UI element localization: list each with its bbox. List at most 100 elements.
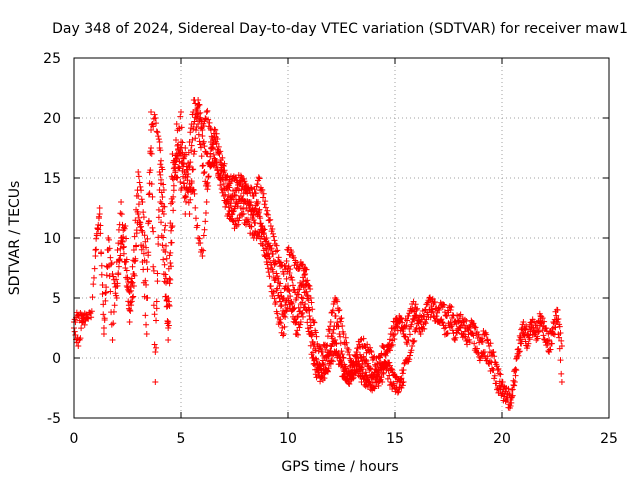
data-point	[325, 365, 332, 372]
data-point	[357, 337, 364, 343]
data-point	[285, 263, 292, 270]
data-point	[115, 271, 122, 278]
data-point	[185, 149, 192, 156]
data-point	[531, 329, 538, 336]
data-point	[311, 319, 318, 326]
data-point	[226, 184, 233, 191]
data-point	[114, 246, 121, 253]
data-point	[160, 256, 167, 263]
data-point	[375, 382, 382, 389]
data-point	[372, 376, 379, 383]
data-point	[200, 170, 207, 177]
data-point	[129, 263, 136, 270]
data-point	[411, 337, 418, 344]
data-point	[294, 331, 301, 338]
data-point	[386, 372, 393, 379]
data-point	[93, 235, 100, 242]
data-point	[95, 215, 102, 222]
data-point	[522, 327, 529, 334]
data-point	[296, 324, 303, 331]
data-point	[180, 173, 187, 180]
data-point	[191, 190, 198, 197]
data-point	[220, 193, 227, 199]
data-point	[178, 124, 185, 131]
data-point	[113, 283, 120, 289]
data-point	[196, 101, 203, 108]
data-point	[135, 214, 142, 221]
data-point	[277, 303, 284, 310]
data-point	[192, 204, 199, 211]
data-point	[139, 199, 146, 205]
data-point	[223, 200, 230, 207]
data-point	[547, 346, 554, 353]
data-point	[174, 142, 181, 149]
data-point	[146, 190, 153, 197]
data-point	[205, 173, 212, 180]
data-point	[255, 199, 262, 205]
data-point	[544, 341, 551, 348]
data-point	[137, 183, 144, 190]
data-point	[198, 153, 205, 160]
data-point	[154, 129, 161, 136]
data-point	[262, 198, 269, 205]
data-point	[239, 211, 246, 218]
data-point	[160, 181, 167, 188]
data-point	[130, 293, 137, 300]
data-point	[286, 270, 293, 277]
data-point	[309, 306, 316, 313]
data-point	[400, 367, 407, 373]
data-point	[120, 244, 127, 251]
data-point	[136, 219, 143, 226]
data-point	[183, 163, 190, 170]
data-point	[151, 111, 158, 118]
data-point	[119, 221, 126, 228]
data-point	[144, 294, 151, 301]
data-point	[379, 343, 386, 350]
data-point	[329, 330, 336, 337]
data-point	[350, 374, 357, 381]
data-point	[355, 358, 362, 365]
data-point	[404, 341, 411, 348]
data-point	[448, 323, 455, 330]
data-point	[277, 259, 284, 266]
data-point	[175, 164, 182, 171]
data-point	[304, 277, 311, 284]
data-point	[372, 366, 379, 373]
data-point	[135, 201, 142, 208]
data-point	[103, 263, 110, 270]
data-point	[96, 205, 103, 211]
data-point	[150, 228, 157, 235]
data-point	[188, 142, 195, 149]
y-tick-label: 5	[52, 291, 61, 307]
axis-ticks: 0 5 10 15 20 25 -5 0 5 10 15 20 25	[43, 51, 618, 447]
data-point	[520, 319, 527, 325]
data-point	[364, 360, 371, 367]
data-point	[210, 151, 217, 158]
data-point	[497, 371, 504, 378]
data-point	[191, 97, 198, 104]
data-point	[205, 116, 212, 123]
data-point	[248, 223, 255, 230]
data-point	[539, 327, 546, 334]
data-point	[127, 308, 134, 315]
data-point	[495, 365, 502, 372]
data-point	[186, 139, 193, 145]
data-point	[429, 308, 436, 315]
data-point	[200, 247, 207, 254]
data-point	[399, 325, 406, 332]
data-point	[110, 273, 117, 280]
data-point	[455, 327, 462, 334]
data-point	[110, 320, 117, 327]
y-tick-label: 25	[43, 51, 61, 67]
data-point	[265, 269, 272, 276]
data-point	[274, 247, 281, 254]
data-point	[413, 307, 420, 313]
data-point	[367, 347, 374, 354]
y-axis-label: SDTVAR / TECUs	[7, 181, 23, 296]
data-point	[175, 165, 182, 172]
data-point	[103, 289, 110, 296]
data-point	[165, 298, 172, 305]
data-point	[212, 127, 219, 133]
data-point	[173, 136, 180, 143]
data-point	[152, 349, 159, 355]
